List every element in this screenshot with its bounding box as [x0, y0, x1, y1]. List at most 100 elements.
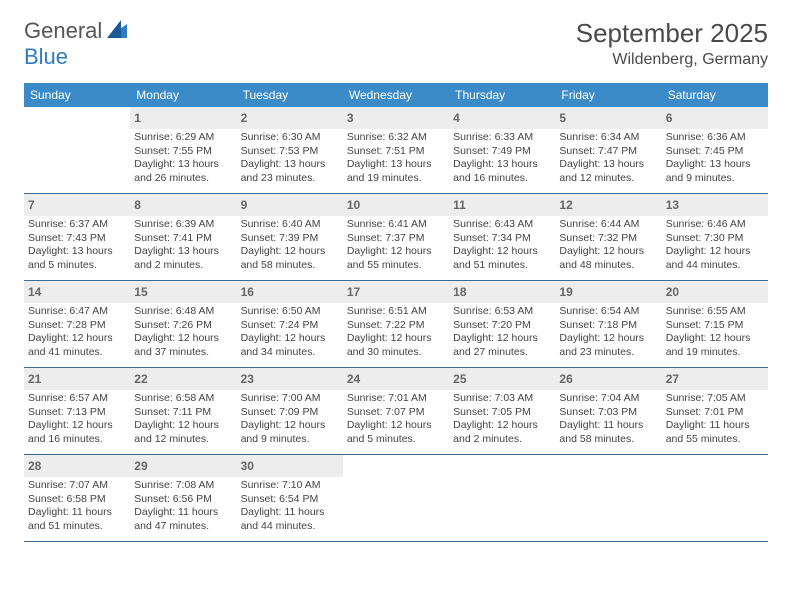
day-number: 8 [134, 198, 141, 212]
sunrise-line: Sunrise: 6:57 AM [28, 392, 126, 406]
daylight-line: Daylight: 12 hours and 51 minutes. [453, 245, 551, 272]
daylight-line: Daylight: 13 hours and 5 minutes. [28, 245, 126, 272]
calendar-cell: 9Sunrise: 6:40 AMSunset: 7:39 PMDaylight… [237, 194, 343, 280]
day-number: 9 [241, 198, 248, 212]
sunrise-line: Sunrise: 6:41 AM [347, 218, 445, 232]
sunrise-line: Sunrise: 6:58 AM [134, 392, 232, 406]
calendar-cell: 26Sunrise: 7:04 AMSunset: 7:03 PMDayligh… [555, 368, 661, 454]
daylight-line: Daylight: 12 hours and 5 minutes. [347, 419, 445, 446]
daylight-line: Daylight: 11 hours and 55 minutes. [666, 419, 764, 446]
sunset-line: Sunset: 6:54 PM [241, 493, 339, 507]
calendar-cell: 25Sunrise: 7:03 AMSunset: 7:05 PMDayligh… [449, 368, 555, 454]
daylight-line: Daylight: 11 hours and 58 minutes. [559, 419, 657, 446]
calendar-cell: 30Sunrise: 7:10 AMSunset: 6:54 PMDayligh… [237, 455, 343, 541]
logo-text-blue-wrap: Blue [24, 44, 68, 70]
sunset-line: Sunset: 7:09 PM [241, 406, 339, 420]
day-header: Tuesday [237, 83, 343, 107]
daylight-line: Daylight: 12 hours and 37 minutes. [134, 332, 232, 359]
sunset-line: Sunset: 7:07 PM [347, 406, 445, 420]
daylight-line: Daylight: 13 hours and 19 minutes. [347, 158, 445, 185]
sunset-line: Sunset: 7:20 PM [453, 319, 551, 333]
daylight-line: Daylight: 12 hours and 16 minutes. [28, 419, 126, 446]
day-headers: SundayMondayTuesdayWednesdayThursdayFrid… [24, 83, 768, 107]
day-number: 23 [241, 372, 254, 386]
daylight-line: Daylight: 12 hours and 55 minutes. [347, 245, 445, 272]
sunrise-line: Sunrise: 6:32 AM [347, 131, 445, 145]
day-header: Saturday [662, 83, 768, 107]
day-number: 19 [559, 285, 572, 299]
sunset-line: Sunset: 7:28 PM [28, 319, 126, 333]
daylight-line: Daylight: 13 hours and 23 minutes. [241, 158, 339, 185]
sunset-line: Sunset: 7:03 PM [559, 406, 657, 420]
month-title: September 2025 [576, 18, 768, 49]
daylight-line: Daylight: 12 hours and 2 minutes. [453, 419, 551, 446]
sunset-line: Sunset: 6:56 PM [134, 493, 232, 507]
week-row: 7Sunrise: 6:37 AMSunset: 7:43 PMDaylight… [24, 194, 768, 281]
daylight-line: Daylight: 11 hours and 51 minutes. [28, 506, 126, 533]
day-number: 25 [453, 372, 466, 386]
day-number: 12 [559, 198, 572, 212]
sunrise-line: Sunrise: 6:50 AM [241, 305, 339, 319]
daylight-line: Daylight: 12 hours and 44 minutes. [666, 245, 764, 272]
logo-text-general: General [24, 18, 102, 44]
sunset-line: Sunset: 7:13 PM [28, 406, 126, 420]
sunrise-line: Sunrise: 7:05 AM [666, 392, 764, 406]
sunrise-line: Sunrise: 6:48 AM [134, 305, 232, 319]
logo-text-blue: Blue [24, 44, 68, 69]
daylight-line: Daylight: 13 hours and 26 minutes. [134, 158, 232, 185]
calendar-cell: 29Sunrise: 7:08 AMSunset: 6:56 PMDayligh… [130, 455, 236, 541]
sunrise-line: Sunrise: 6:36 AM [666, 131, 764, 145]
daylight-line: Daylight: 12 hours and 34 minutes. [241, 332, 339, 359]
sunset-line: Sunset: 7:34 PM [453, 232, 551, 246]
daylight-line: Daylight: 12 hours and 12 minutes. [134, 419, 232, 446]
week-row: 28Sunrise: 7:07 AMSunset: 6:58 PMDayligh… [24, 455, 768, 542]
day-header: Monday [130, 83, 236, 107]
daylight-line: Daylight: 12 hours and 48 minutes. [559, 245, 657, 272]
calendar-cell: 13Sunrise: 6:46 AMSunset: 7:30 PMDayligh… [662, 194, 768, 280]
sunrise-line: Sunrise: 6:43 AM [453, 218, 551, 232]
day-number: 11 [453, 198, 466, 212]
day-number: 28 [28, 459, 41, 473]
calendar-cell [449, 455, 555, 541]
calendar-cell: 28Sunrise: 7:07 AMSunset: 6:58 PMDayligh… [24, 455, 130, 541]
sunset-line: Sunset: 7:49 PM [453, 145, 551, 159]
day-number: 27 [666, 372, 679, 386]
calendar-cell [662, 455, 768, 541]
day-number: 30 [241, 459, 254, 473]
calendar-cell: 22 Sunrise: 6:58 AMSunset: 7:11 PMDayligh… [130, 368, 236, 454]
sunset-line: Sunset: 7:11 PM [134, 406, 232, 420]
header: General September 2025 Wildenberg, Germa… [0, 0, 792, 75]
daylight-line: Daylight: 12 hours and 23 minutes. [559, 332, 657, 359]
sunset-line: Sunset: 7:45 PM [666, 145, 764, 159]
day-number: 7 [28, 198, 35, 212]
sunrise-line: Sunrise: 6:51 AM [347, 305, 445, 319]
sunrise-line: Sunrise: 6:39 AM [134, 218, 232, 232]
sunrise-line: Sunrise: 6:55 AM [666, 305, 764, 319]
daylight-line: Daylight: 12 hours and 58 minutes. [241, 245, 339, 272]
calendar-cell: 4Sunrise: 6:33 AMSunset: 7:49 PMDaylight… [449, 107, 555, 193]
day-header: Friday [555, 83, 661, 107]
calendar-cell: 17Sunrise: 6:51 AMSunset: 7:22 PMDayligh… [343, 281, 449, 367]
day-number: 22 [134, 372, 147, 386]
calendar: SundayMondayTuesdayWednesdayThursdayFrid… [24, 83, 768, 542]
sunrise-line: Sunrise: 7:10 AM [241, 479, 339, 493]
sunrise-line: Sunrise: 6:29 AM [134, 131, 232, 145]
logo-mark-icon [107, 20, 127, 43]
daylight-line: Daylight: 11 hours and 47 minutes. [134, 506, 232, 533]
day-number: 5 [559, 111, 566, 125]
day-header: Thursday [449, 83, 555, 107]
sunset-line: Sunset: 7:15 PM [666, 319, 764, 333]
sunset-line: Sunset: 7:32 PM [559, 232, 657, 246]
calendar-cell [555, 455, 661, 541]
day-number: 2 [241, 111, 248, 125]
calendar-cell: 18Sunrise: 6:53 AMSunset: 7:20 PMDayligh… [449, 281, 555, 367]
sunrise-line: Sunrise: 7:04 AM [559, 392, 657, 406]
sunset-line: Sunset: 7:22 PM [347, 319, 445, 333]
sunrise-line: Sunrise: 7:00 AM [241, 392, 339, 406]
calendar-cell [24, 107, 130, 193]
sunrise-line: Sunrise: 6:44 AM [559, 218, 657, 232]
sunset-line: Sunset: 7:18 PM [559, 319, 657, 333]
sunset-line: Sunset: 7:39 PM [241, 232, 339, 246]
sunrise-line: Sunrise: 7:08 AM [134, 479, 232, 493]
calendar-cell: 14Sunrise: 6:47 AMSunset: 7:28 PMDayligh… [24, 281, 130, 367]
